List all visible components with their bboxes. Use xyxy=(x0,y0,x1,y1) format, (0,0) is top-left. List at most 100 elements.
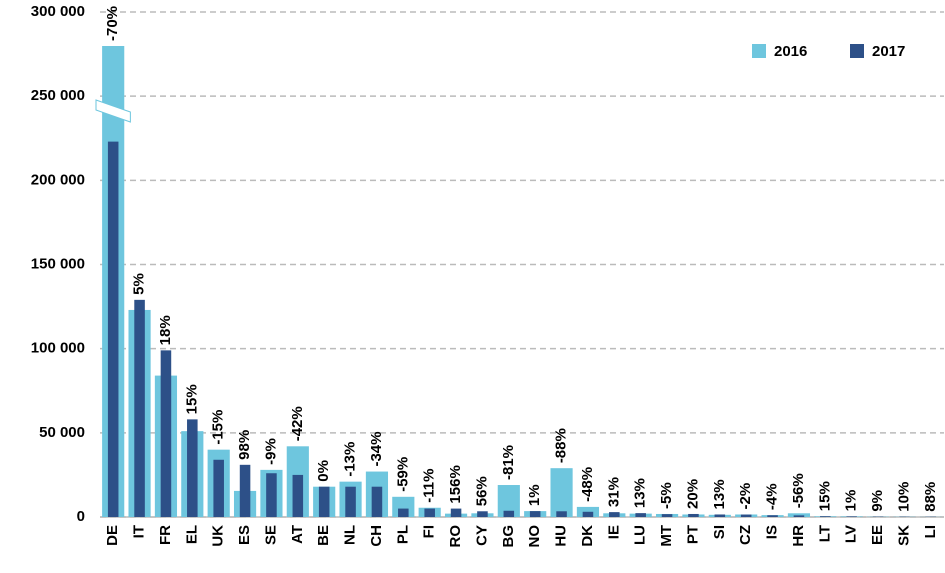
bar xyxy=(497,485,520,517)
bar xyxy=(688,513,699,517)
bar xyxy=(160,350,172,517)
x-tick-label: EL xyxy=(183,525,200,544)
x-tick-label: FI xyxy=(421,525,438,538)
x-tick-label: ES xyxy=(236,525,253,545)
change-label: 20% xyxy=(684,479,701,509)
bar xyxy=(187,419,198,517)
x-tick-label: NL xyxy=(342,525,359,545)
y-tick-label: 250 000 xyxy=(31,87,85,104)
x-tick-label: HR xyxy=(790,525,807,547)
change-label: -88% xyxy=(553,428,570,463)
x-tick-label: PL xyxy=(394,525,411,544)
bar xyxy=(529,511,541,517)
change-label: 13% xyxy=(632,478,649,508)
bar xyxy=(292,474,304,517)
x-tick-label: FR xyxy=(157,525,174,545)
bar xyxy=(107,141,119,517)
bar xyxy=(318,486,330,517)
bar xyxy=(846,516,857,517)
legend-label: 2016 xyxy=(774,43,807,60)
change-label: 15% xyxy=(183,384,200,414)
change-label: 1% xyxy=(526,484,543,506)
x-tick-label: PT xyxy=(684,525,701,544)
bar xyxy=(134,299,145,517)
x-tick-label: CY xyxy=(473,525,490,546)
change-label: -81% xyxy=(500,445,517,480)
x-tick-label: BE xyxy=(315,525,332,546)
bar xyxy=(450,508,462,517)
x-tick-label: DE xyxy=(104,525,121,546)
x-tick-label: AT xyxy=(289,525,306,544)
bar xyxy=(767,515,778,517)
bar xyxy=(503,510,515,517)
bar xyxy=(714,514,726,517)
x-tick-label: HU xyxy=(553,525,570,547)
x-tick-label: SK xyxy=(895,525,912,546)
x-tick-label: CZ xyxy=(737,525,754,545)
change-label: -48% xyxy=(579,467,596,502)
x-tick-label: NO xyxy=(526,525,543,548)
change-label: 10% xyxy=(895,482,912,512)
bar xyxy=(661,514,673,517)
change-label: 98% xyxy=(236,430,253,460)
change-label: 88% xyxy=(922,482,939,512)
change-label: 1% xyxy=(843,490,860,512)
legend-label: 2017 xyxy=(872,43,905,60)
y-tick-label: 200 000 xyxy=(31,171,85,188)
change-label: 5% xyxy=(131,273,148,295)
bar xyxy=(266,473,277,517)
x-tick-label: IE xyxy=(605,525,622,539)
x-tick-label: UK xyxy=(210,525,227,547)
x-tick-label: LU xyxy=(632,525,649,545)
change-label: 56% xyxy=(473,476,490,506)
y-tick-label: 150 000 xyxy=(31,255,85,272)
change-label: -2% xyxy=(737,483,754,510)
bar xyxy=(398,508,409,517)
bar xyxy=(371,486,383,517)
change-label: -59% xyxy=(394,457,411,492)
x-tick-label: LT xyxy=(816,525,833,542)
change-label: -11% xyxy=(421,469,438,503)
x-tick-label: SI xyxy=(711,525,728,539)
x-tick-label: IS xyxy=(764,525,781,539)
x-tick-label: RO xyxy=(447,525,464,548)
change-label: -4% xyxy=(764,483,781,510)
change-label: 15% xyxy=(816,481,833,511)
x-tick-label: BG xyxy=(500,525,517,548)
bar xyxy=(213,459,224,517)
bar xyxy=(392,496,415,517)
x-tick-label: EE xyxy=(869,525,886,545)
y-tick-label: 100 000 xyxy=(31,340,85,357)
change-label: -70% xyxy=(104,6,121,41)
bar xyxy=(239,464,251,517)
bar xyxy=(635,513,646,517)
y-tick-label: 50 000 xyxy=(39,424,85,441)
change-label: -9% xyxy=(262,438,279,465)
y-tick-label: 300 000 xyxy=(31,3,85,20)
change-label: -56% xyxy=(790,473,807,508)
change-label: -15% xyxy=(210,410,227,445)
x-tick-label: SE xyxy=(262,525,279,545)
x-tick-label: MT xyxy=(658,525,675,547)
change-label: 156% xyxy=(447,465,464,503)
bar xyxy=(345,486,356,517)
bar xyxy=(793,515,805,517)
legend-swatch xyxy=(850,44,864,58)
x-tick-label: IT xyxy=(131,525,148,538)
change-label: 31% xyxy=(605,477,622,507)
change-label: -5% xyxy=(658,482,675,509)
change-label: -13% xyxy=(342,442,359,477)
bar xyxy=(477,511,488,517)
change-label: 9% xyxy=(869,490,886,512)
bar xyxy=(787,513,811,517)
x-tick-label: LI xyxy=(922,525,939,538)
change-label: -42% xyxy=(289,406,306,441)
legend-swatch xyxy=(752,44,766,58)
x-tick-label: CH xyxy=(368,525,385,547)
bar xyxy=(582,511,594,517)
bar xyxy=(424,508,435,517)
change-label: -34% xyxy=(368,432,385,467)
x-tick-label: LV xyxy=(843,525,860,543)
change-label: 0% xyxy=(315,460,332,482)
